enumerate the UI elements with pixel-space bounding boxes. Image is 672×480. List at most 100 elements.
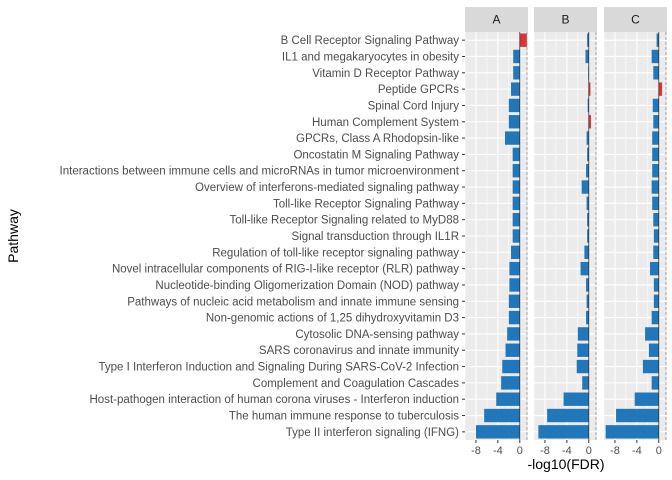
pathway-label: GPCRs, Class A Rhodopsin-like (296, 133, 459, 145)
pathway-label: Novel intracellular components of RIG-I-… (112, 264, 459, 276)
bar (651, 49, 659, 64)
pathway-label: Cytosolic DNA-sensing pathway (295, 329, 459, 341)
bar (616, 408, 659, 423)
bar (651, 180, 659, 194)
bar (653, 66, 659, 80)
bar (605, 425, 659, 439)
x-tick-label: 0 (656, 445, 662, 457)
bar (588, 82, 591, 96)
bar (511, 82, 520, 96)
bar (577, 327, 589, 341)
bar (582, 376, 589, 390)
facet-strip (465, 7, 528, 32)
facet-strip-label: A (492, 13, 500, 27)
bar (577, 343, 589, 357)
bar (519, 33, 527, 47)
bar (634, 392, 659, 406)
bar (513, 49, 520, 64)
x-tick-label: -8 (540, 445, 550, 457)
bar (651, 310, 659, 325)
bar (538, 425, 589, 439)
bar (547, 408, 589, 423)
pathway-label: Overview of interferons-mediated signali… (195, 182, 459, 194)
bar (475, 425, 520, 439)
bar (512, 229, 520, 243)
bar (650, 261, 659, 276)
bar (587, 147, 589, 162)
bar (508, 294, 520, 308)
pathway-label: Type II interferon signaling (IFNG) (286, 427, 459, 439)
bar (642, 359, 659, 374)
pathway-label: Oncostatin M Signaling Pathway (293, 149, 459, 161)
bar (587, 212, 589, 227)
pathway-label: Vitamin D Receptor Pathway (312, 68, 459, 80)
bar (653, 115, 659, 129)
bar (504, 131, 520, 145)
pathway-label: Regulation of toll-like receptor signali… (212, 247, 459, 259)
bar (652, 196, 659, 211)
facet-panels: A -8 -4 0 B -8 -4 0 C -8 -4 0 (464, 7, 667, 457)
bar (496, 392, 520, 406)
pathway-labels: B Cell Receptor Signaling Pathway IL1 and… (60, 35, 465, 439)
facet-strip-label: C (631, 13, 640, 27)
pathway-label: Interactions between immune cells and mi… (60, 166, 460, 178)
bar (586, 164, 589, 178)
bar (652, 131, 659, 145)
bar (484, 408, 520, 423)
bar (653, 245, 659, 260)
bar (576, 359, 589, 374)
bar (509, 278, 520, 292)
bar (508, 310, 520, 325)
bar (508, 98, 520, 113)
bar (653, 278, 659, 292)
bar (509, 261, 520, 276)
bar (512, 196, 520, 211)
facet-strip (534, 7, 597, 32)
pathway-label: Non-genomic actions of 1,25 dihydroxyvit… (206, 313, 459, 325)
bar (512, 164, 520, 178)
bar (584, 245, 589, 260)
x-tick-label: 0 (586, 445, 592, 457)
bar (507, 327, 520, 341)
bar (651, 376, 659, 390)
bar (586, 131, 589, 145)
pathway-label: B Cell Receptor Signaling Pathway (281, 35, 460, 47)
x-tick-label: 0 (517, 445, 523, 457)
bar (587, 98, 589, 113)
bar (653, 294, 659, 308)
facet-panel-B: B -8 -4 0 (533, 7, 597, 457)
pathway-label: Toll-like Receptor Signaling Pathway (273, 198, 459, 210)
bar (513, 66, 520, 80)
bar (586, 294, 589, 308)
bar (502, 359, 520, 374)
bar (563, 392, 589, 406)
pathway-label: IL1 and megakaryocytes in obesity (282, 51, 459, 63)
facet-strip-label: B (561, 13, 569, 27)
pathway-label: Peptide GPCRs (378, 84, 459, 96)
bar (648, 343, 659, 357)
pathway-label: Complement and Coagulation Cascades (253, 378, 460, 390)
facet-panel-C: C -8 -4 0 (603, 7, 667, 457)
pathway-label: Toll-like Receptor Signaling related to … (230, 215, 459, 227)
pathway-label: SARS coronavirus and innate immunity (259, 345, 459, 357)
facet-panel-A: A -8 -4 0 (464, 7, 528, 457)
pathway-label: Human Complement System (312, 117, 459, 129)
x-tick-label: -8 (610, 445, 620, 457)
bar (652, 164, 659, 178)
bar (588, 115, 591, 129)
pathway-label: Signal transduction through IL1R (292, 231, 460, 243)
bar (586, 310, 589, 325)
x-tick-label: -4 (493, 445, 503, 457)
bar (501, 376, 520, 390)
bar (581, 180, 589, 194)
pathway-label: Pathways of nucleic acid metabolism and … (127, 296, 459, 308)
pathway-label: The human immune response to tuberculosi… (229, 411, 459, 423)
x-tick-label: -4 (562, 445, 572, 457)
bar (587, 33, 589, 47)
bar (586, 278, 589, 292)
y-axis-title: Pathway (5, 209, 21, 263)
bar (512, 147, 520, 162)
pathway-label: Type I Interferon Induction and Signalin… (98, 362, 459, 374)
bar (653, 229, 659, 243)
